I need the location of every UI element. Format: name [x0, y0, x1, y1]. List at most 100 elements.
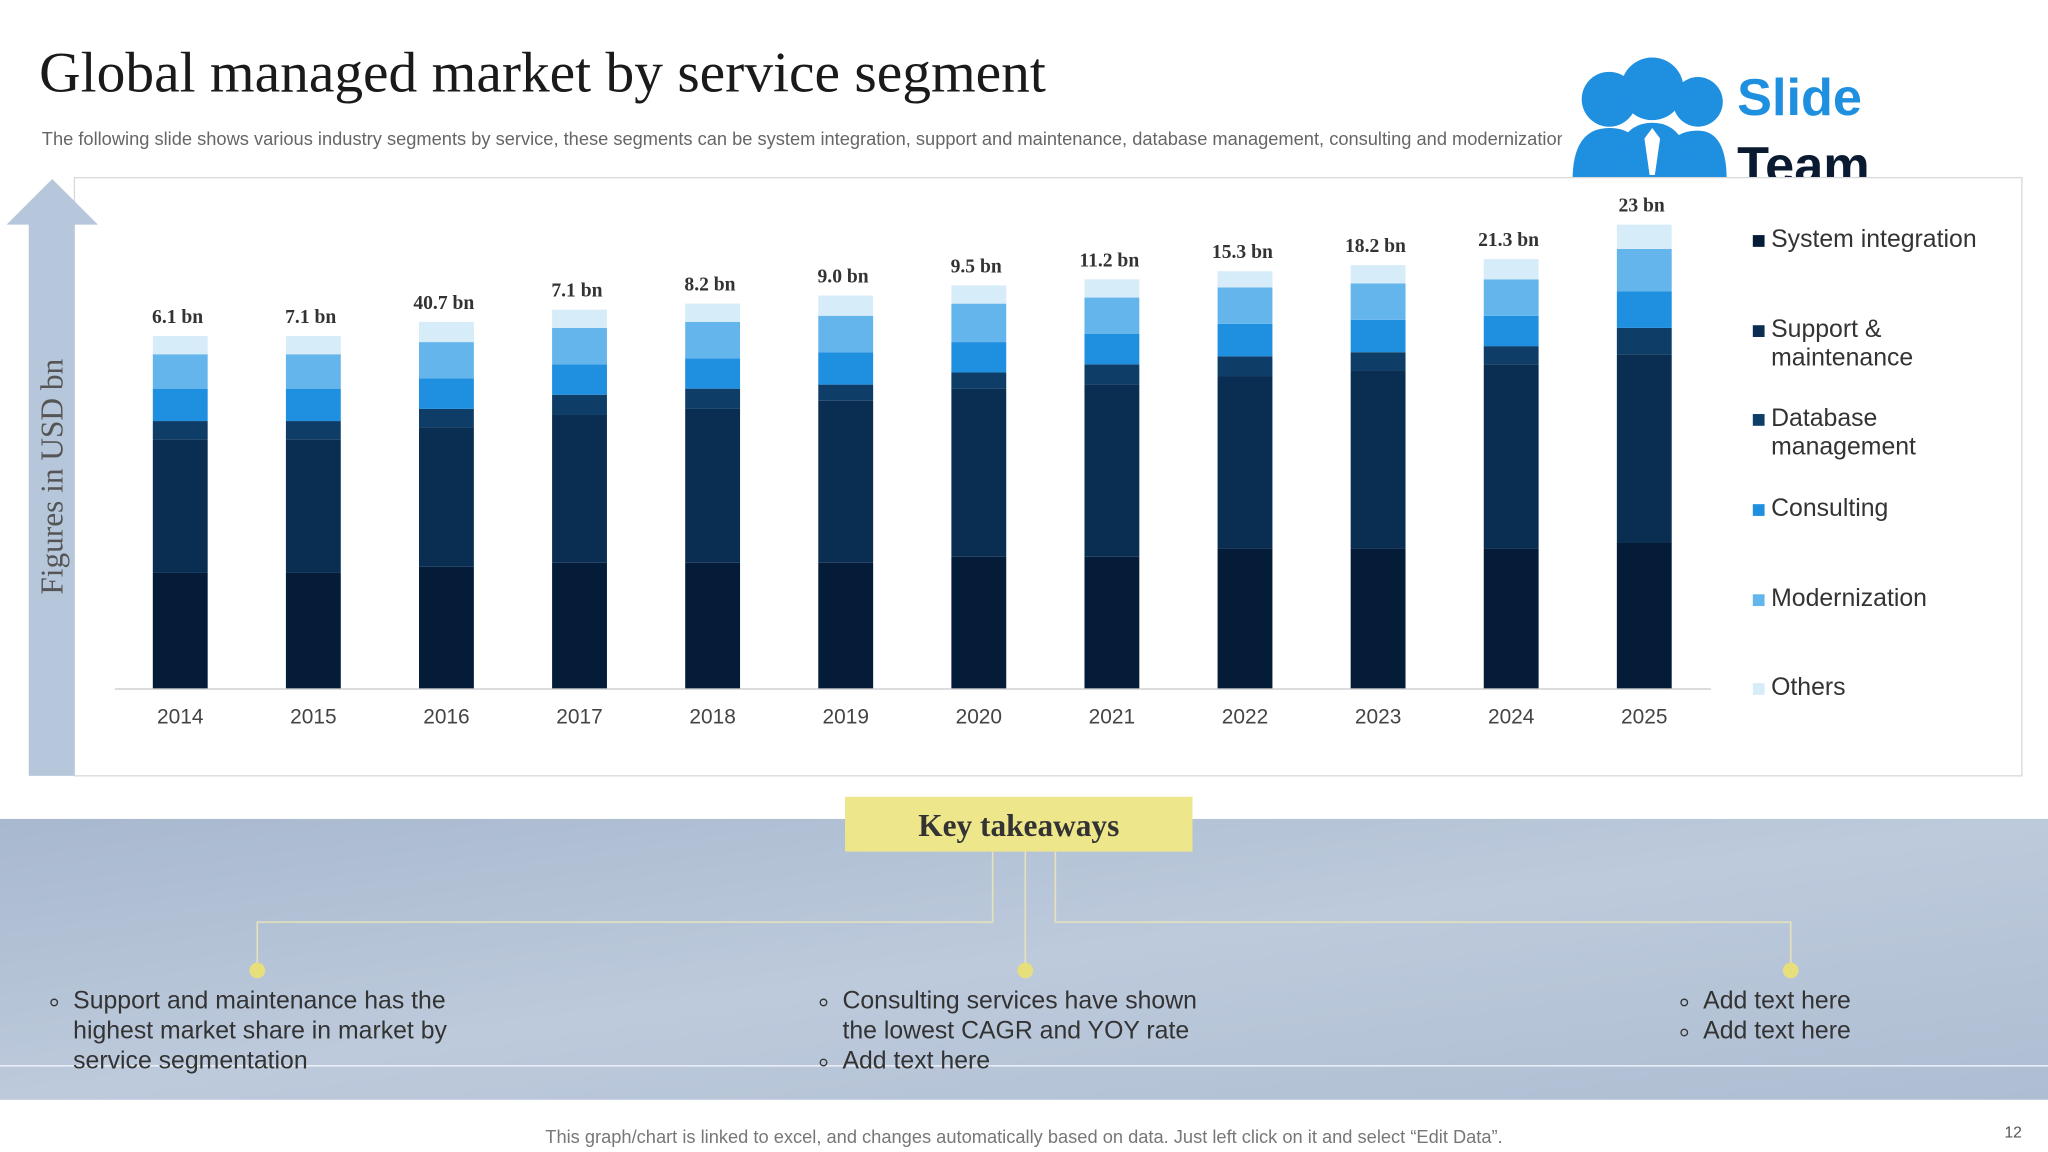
legend-entry: System integration [1771, 226, 1977, 253]
takeaway-column: Support and maintenance has the highest … [44, 986, 475, 1090]
total-label: 7.1 bn [285, 307, 336, 328]
bar-segment [285, 421, 341, 440]
bullet-item: Add text here [842, 1046, 1231, 1076]
bar-segment [1084, 384, 1140, 557]
y-axis-label: Figures in USD bn [35, 358, 70, 594]
bar-segment [1350, 370, 1406, 549]
logo-icon [1644, 128, 1661, 176]
bar-segment [818, 315, 874, 353]
title: Global managed market by service segment [39, 41, 1046, 104]
legend-label: Database management [1771, 404, 1916, 462]
bar-segment [1084, 297, 1140, 334]
legend-swatch [1752, 504, 1765, 516]
bar-segment [1483, 279, 1539, 316]
x-tick-label: 2021 [1089, 706, 1135, 729]
bar-segment [818, 562, 874, 689]
x-tick-label: 2014 [157, 706, 203, 729]
total-label: 15.3 bn [1212, 242, 1273, 263]
bar-segment [285, 354, 341, 389]
logo-icon [1620, 57, 1684, 121]
bar-segment [951, 303, 1007, 343]
bar-segment [685, 358, 741, 389]
legend-swatch [1752, 325, 1765, 337]
bar-segment [152, 336, 208, 355]
bar-segment [285, 439, 341, 573]
bar-segment [818, 400, 874, 563]
total-label: 8.2 bn [684, 275, 735, 296]
legend-entry: Database management [1771, 404, 1916, 462]
bar-segment [1084, 556, 1140, 689]
x-tick-label: 2022 [1222, 706, 1268, 729]
bullet-list: Add text hereAdd text here [1674, 986, 1935, 1046]
bar-segment [1217, 287, 1273, 324]
x-tick-label: 2018 [689, 706, 735, 729]
bullet-list: Support and maintenance has the highest … [44, 986, 475, 1076]
x-tick-label: 2024 [1488, 706, 1534, 729]
legend-swatch [1752, 414, 1765, 426]
bar-segment [552, 414, 607, 563]
legend-entry: Support & maintenance [1771, 316, 1914, 373]
x-tick-label: 2025 [1621, 706, 1667, 729]
bar-segment [1217, 271, 1273, 288]
bar-segment [419, 321, 474, 343]
takeaway-columns: Support and maintenance has the highest … [44, 986, 1935, 1090]
footer-note: This graph/chart is linked to excel, and… [545, 1126, 1502, 1147]
bar-segment [419, 408, 474, 428]
bar-segment [552, 562, 607, 689]
bar-segment [1616, 224, 1672, 249]
connector-dot [1017, 962, 1034, 979]
axis-arrow [6, 178, 98, 776]
page-number: 12 [2004, 1125, 2021, 1142]
bar-segment [951, 285, 1007, 304]
bar-segment [685, 303, 741, 322]
bar-segment [1217, 548, 1273, 689]
legend-swatch [1752, 683, 1765, 695]
bar-segment [1483, 315, 1539, 347]
bar-segment [951, 556, 1007, 689]
connectors [256, 851, 1792, 970]
legend-label: Others [1771, 673, 1846, 702]
legend-label: Support & maintenance [1771, 316, 1914, 373]
legend-entry: Consulting [1771, 495, 1889, 523]
legend-label: Consulting [1771, 495, 1889, 523]
bar-segment [152, 354, 208, 389]
bar-segment [685, 388, 741, 409]
x-tick-label: 2017 [556, 706, 602, 729]
bar-segment [1217, 356, 1273, 377]
total-label: 23 bn [1619, 196, 1665, 217]
x-tick-label: 2023 [1355, 706, 1401, 729]
x-tick-label: 2020 [956, 706, 1002, 729]
legend-label: Modernization [1771, 585, 1927, 613]
x-tick-label: 2015 [290, 706, 336, 729]
bar-segment [685, 321, 741, 359]
total-label: 9.5 bn [951, 256, 1002, 277]
bar-segment [552, 327, 607, 365]
bar-segment [1483, 259, 1539, 280]
bar-segment [285, 572, 341, 689]
bar-segment [552, 394, 607, 415]
bar-segment [1350, 265, 1406, 284]
x-tick-label: 2019 [822, 706, 868, 729]
total-label: 40.7 bn [413, 293, 474, 314]
bar-segment [1616, 354, 1672, 543]
bar-segment [419, 378, 474, 409]
logo-text: Slide [1737, 69, 1862, 127]
total-label: 7.1 bn [551, 281, 602, 302]
bar-segment [1084, 364, 1140, 385]
bar-segment [152, 388, 208, 422]
bar-segment [1616, 291, 1672, 328]
bars: 2014 6.1 bn 2015 7.1 bn 2016 40.7 bn 2017 7.1 b… [152, 196, 1672, 729]
bullet-item: Consulting services have shown the lowes… [842, 986, 1231, 1046]
subtitle: The following slide shows various indust… [42, 128, 1572, 149]
logo-icon [1673, 77, 1723, 127]
total-label: 9.0 bn [818, 266, 869, 287]
takeaway-column: Add text hereAdd text here [1674, 986, 1935, 1090]
takeaway-panel [0, 818, 2048, 1100]
takeaway-box [845, 796, 1193, 852]
legend-entry: Modernization [1771, 585, 1927, 613]
x-tick-label: 2016 [423, 706, 469, 729]
bar-segment [152, 572, 208, 689]
bar-segment [818, 384, 874, 401]
chart-frame [73, 176, 2023, 777]
